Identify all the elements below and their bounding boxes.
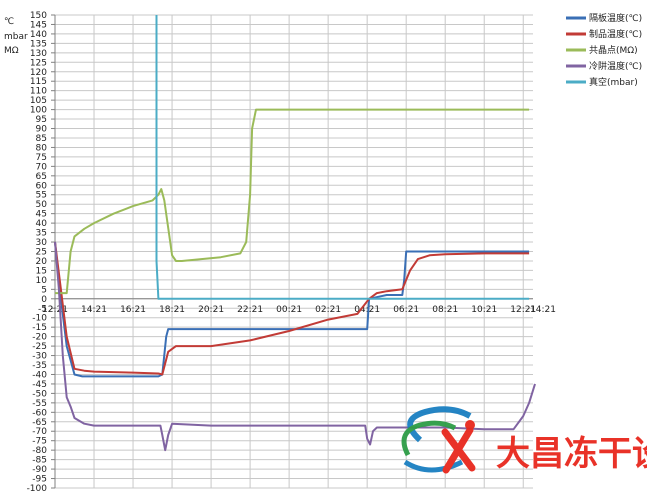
y-tick-label: -100 xyxy=(27,484,48,494)
watermark-text: 大昌冻干设备 xyxy=(496,434,647,474)
y-tick-label: -35 xyxy=(32,361,47,371)
x-tick-label: 20:21 xyxy=(198,305,224,315)
y-tick-label: -90 xyxy=(32,465,47,475)
y-tick-label: 80 xyxy=(36,143,48,153)
logo-swoosh-green xyxy=(401,420,457,457)
legend-label-vacuum: 真空(mbar) xyxy=(589,76,638,88)
series-line-eutectic-point xyxy=(55,108,530,295)
logo-mark-dot xyxy=(465,420,475,430)
y-tick-label: 60 xyxy=(36,181,48,191)
y-tick-label: 150 xyxy=(30,11,47,21)
y-tick-label: 95 xyxy=(36,115,47,125)
legend-label-partition-temp: 隔板温度(℃) xyxy=(589,12,642,24)
x-tick-label: 10:21 xyxy=(471,305,497,315)
series-line-vacuum xyxy=(155,15,530,300)
y-tick-label: -85 xyxy=(32,456,47,466)
legend-label-product-temp: 制品温度(℃) xyxy=(589,28,642,40)
y-tick-label: 125 xyxy=(30,58,47,68)
y-tick-label: -50 xyxy=(32,389,47,399)
watermark-logo: 大昌冻干设备 xyxy=(401,406,647,474)
y-tick-label: 70 xyxy=(36,162,48,172)
y-tick-label: -30 xyxy=(32,352,47,362)
y-tick-label: 75 xyxy=(36,153,47,163)
x-tick-label: 16:21 xyxy=(120,305,146,315)
legend-label-cold-trap-temp: 冷阱温度(℃) xyxy=(589,60,642,72)
y-tick-label: 130 xyxy=(30,49,47,59)
y-tick-label: 35 xyxy=(36,229,47,239)
logo-swoosh-lower xyxy=(403,459,464,473)
y-tick-label: -75 xyxy=(32,437,47,447)
y-tick-label: 85 xyxy=(36,134,47,144)
unit-labels: ℃ mbar MΩ xyxy=(4,17,28,56)
y-tick-label: 25 xyxy=(36,248,47,258)
y-tick-label: 100 xyxy=(30,106,47,116)
unit-label-celsius: ℃ xyxy=(4,17,14,27)
y-tick-label: -40 xyxy=(32,370,47,380)
x-tick-label: 12:21 xyxy=(42,305,68,315)
series-line-cold-trap-temp xyxy=(54,241,536,452)
y-tick-label: 40 xyxy=(36,219,48,229)
y-tick-label: -25 xyxy=(32,342,47,352)
unit-label-mbar: mbar xyxy=(4,32,28,42)
y-tick-label: -65 xyxy=(32,418,47,428)
logo-mark-x xyxy=(441,426,476,474)
y-tick-label: -20 xyxy=(32,333,47,343)
y-tick-label: -10 xyxy=(32,314,47,324)
y-tick-label: 10 xyxy=(36,276,48,286)
y-tick-label: 20 xyxy=(36,257,48,267)
legend-label-eutectic-point: 共晶点(MΩ) xyxy=(589,45,638,56)
y-tick-label: 5 xyxy=(41,285,47,295)
y-tick-label: 0 xyxy=(41,295,47,305)
series-lines xyxy=(54,15,536,452)
x-tick-label: 14:21 xyxy=(81,305,107,315)
x-tick-label: 06:21 xyxy=(393,305,419,315)
y-tick-label: -60 xyxy=(32,408,47,418)
y-tick-label: 65 xyxy=(36,172,47,182)
y-tick-label: 30 xyxy=(36,238,48,248)
y-tick-label: -80 xyxy=(32,446,47,456)
y-tick-label: -55 xyxy=(32,399,47,409)
y-tick-label: 90 xyxy=(36,125,48,135)
y-tick-label: -70 xyxy=(32,427,47,437)
legend: 隔板温度(℃) 制品温度(℃) 共晶点(MΩ) 冷阱温度(℃) 真空(mbar) xyxy=(566,12,642,88)
series-line-product-temp xyxy=(54,241,530,376)
unit-label-mohm: MΩ xyxy=(4,46,19,56)
y-tick-label: -15 xyxy=(32,323,47,333)
y-tick-labels: 1501451401351301251201151101051009590858… xyxy=(27,11,48,494)
y-tick-label: -45 xyxy=(32,380,47,390)
series-line-partition-temp xyxy=(54,241,530,378)
y-tick-label: -5 xyxy=(38,304,47,314)
x-tick-label: 22:21 xyxy=(237,305,263,315)
y-tick-label: 105 xyxy=(30,96,47,106)
y-tick-label: 15 xyxy=(36,266,47,276)
x-tick-label: 02:21 xyxy=(315,305,341,315)
x-tick-label: 18:21 xyxy=(159,305,185,315)
y-tick-label: 145 xyxy=(30,20,47,30)
y-tick-label: 45 xyxy=(36,210,47,220)
x-tick-label: 14:21 xyxy=(530,305,556,315)
y-tick-label: 115 xyxy=(30,77,47,87)
y-tick-label: -95 xyxy=(32,475,47,485)
x-tick-label: 08:21 xyxy=(432,305,458,315)
y-tick-label: 140 xyxy=(30,30,47,40)
y-tick-label: 120 xyxy=(30,68,47,78)
x-tick-label: 12:21 xyxy=(510,305,536,315)
x-tick-labels: 12:21 14:21 16:21 18:21 20:21 22:21 00:21 02:21… xyxy=(42,305,556,315)
y-tick-label: 50 xyxy=(36,200,48,210)
y-tick-label: 55 xyxy=(36,191,47,201)
y-tick-label: 110 xyxy=(30,87,47,97)
x-tick-label: 04:21 xyxy=(354,305,380,315)
y-tick-label: 135 xyxy=(30,39,47,49)
x-tick-label: 00:21 xyxy=(276,305,302,315)
